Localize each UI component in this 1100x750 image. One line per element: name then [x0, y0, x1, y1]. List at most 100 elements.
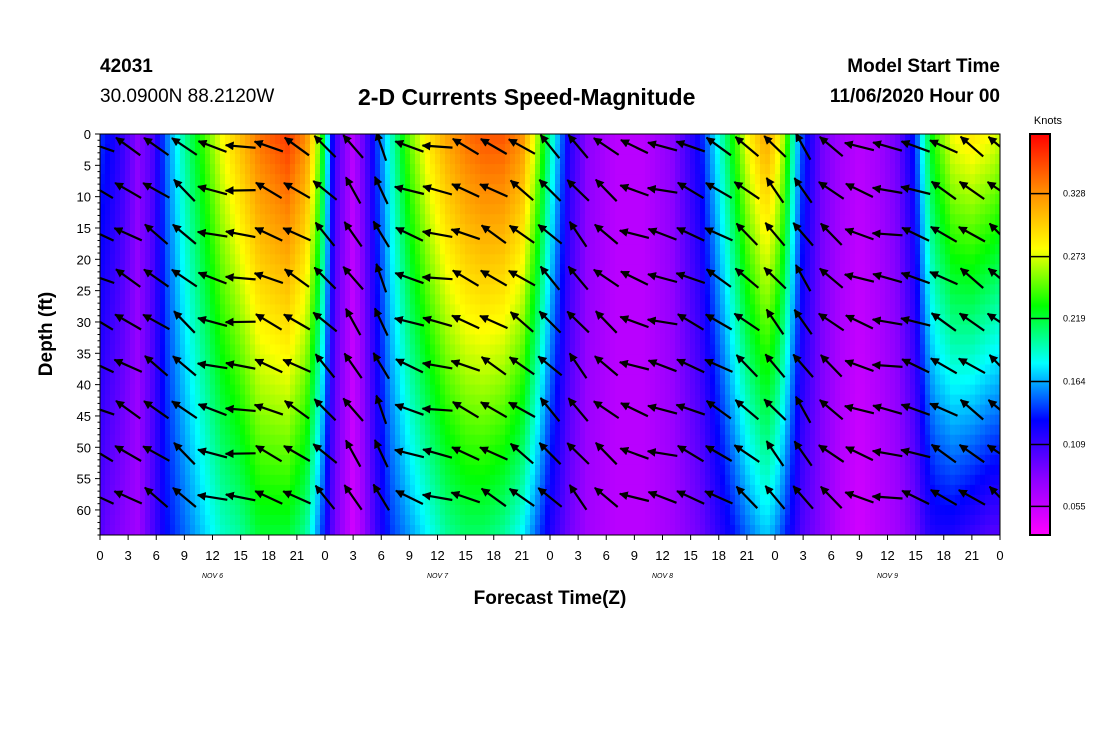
heatmap-cell — [310, 194, 316, 205]
heatmap-cell — [710, 144, 716, 155]
heatmap-cell — [480, 324, 486, 336]
heatmap-cell — [235, 314, 241, 326]
heatmap-cell — [340, 324, 346, 336]
heatmap-cell — [210, 164, 216, 175]
heatmap-cell — [520, 314, 526, 326]
heatmap-cell — [100, 354, 106, 366]
heatmap-cell — [305, 164, 311, 175]
heatmap-cell — [415, 224, 421, 235]
heatmap-cell — [535, 234, 541, 245]
heatmap-cell — [495, 134, 501, 145]
heatmap-cell — [400, 164, 406, 175]
heatmap-cell — [495, 414, 501, 426]
heatmap-cell — [475, 274, 481, 286]
heatmap-cell — [510, 454, 516, 466]
heatmap-cell — [220, 414, 226, 426]
heatmap-cell — [365, 514, 371, 526]
heatmap-cell — [175, 234, 181, 245]
heatmap-cell — [575, 514, 581, 526]
heatmap-cell — [105, 334, 111, 346]
heatmap-cell — [445, 374, 451, 386]
heatmap-cell — [715, 304, 721, 316]
heatmap-cell — [275, 194, 281, 205]
heatmap-cell — [500, 404, 506, 416]
heatmap-cell — [510, 294, 516, 306]
heatmap-cell — [245, 254, 251, 266]
heatmap-cell — [500, 184, 506, 195]
heatmap-cell — [660, 354, 666, 366]
heatmap-cell — [200, 184, 206, 195]
heatmap-cell — [235, 524, 241, 535]
heatmap-cell — [590, 324, 596, 336]
heatmap-cell — [375, 144, 381, 155]
heatmap-cell — [425, 204, 431, 215]
heatmap-cell — [715, 244, 721, 255]
heatmap-cell — [325, 454, 331, 466]
heatmap-cell — [660, 234, 666, 245]
heatmap-cell — [365, 474, 371, 486]
heatmap-cell — [135, 494, 141, 506]
heatmap-cell — [480, 294, 486, 306]
heatmap-cell — [295, 224, 301, 235]
heatmap-cell — [550, 254, 556, 266]
heatmap-cell — [445, 284, 451, 296]
heatmap-cell — [245, 234, 251, 245]
heatmap-cell — [590, 414, 596, 426]
heatmap-cell — [675, 414, 681, 426]
heatmap-cell — [165, 264, 171, 276]
heatmap-cell — [325, 214, 331, 225]
heatmap-cell — [220, 364, 226, 376]
heatmap-cell — [625, 244, 631, 255]
heatmap-cell — [720, 434, 726, 446]
heatmap-cell — [250, 524, 256, 535]
heatmap-cell — [640, 394, 646, 406]
heatmap-cell — [610, 404, 616, 416]
heatmap-cell — [175, 394, 181, 406]
heatmap-cell — [430, 334, 436, 346]
heatmap-cell — [340, 414, 346, 426]
heatmap-cell — [295, 364, 301, 376]
heatmap-cell — [200, 204, 206, 215]
heatmap-cell — [645, 414, 651, 426]
heatmap-cell — [575, 164, 581, 175]
heatmap-cell — [315, 254, 321, 266]
heatmap-cell — [310, 464, 316, 476]
heatmap-cell — [315, 414, 321, 426]
heatmap-cell — [685, 304, 691, 316]
heatmap-cell — [505, 384, 511, 396]
heatmap-cell — [540, 514, 546, 526]
heatmap-cell — [290, 364, 296, 376]
heatmap-cell — [690, 414, 696, 426]
heatmap-cell — [460, 444, 466, 456]
heatmap-cell — [260, 324, 266, 336]
heatmap-cell — [465, 134, 471, 145]
heatmap-cell — [250, 174, 256, 185]
heatmap-cell — [230, 464, 236, 476]
heatmap-cell — [550, 314, 556, 326]
heatmap-cell — [425, 434, 431, 446]
heatmap-cell — [105, 324, 111, 336]
heatmap-cell — [385, 324, 391, 336]
heatmap-cell — [395, 174, 401, 185]
heatmap-cell — [110, 384, 116, 396]
heatmap-cell — [415, 424, 421, 436]
heatmap-cell — [295, 154, 301, 165]
heatmap-cell — [160, 244, 166, 255]
heatmap-cell — [505, 154, 511, 165]
heatmap-cell — [170, 154, 176, 165]
heatmap-cell — [310, 224, 316, 235]
heatmap-cell — [555, 164, 561, 175]
heatmap-cell — [270, 444, 276, 456]
heatmap-cell — [435, 324, 441, 336]
heatmap-cell — [250, 284, 256, 296]
heatmap-cell — [390, 504, 396, 516]
heatmap-cell — [170, 194, 176, 205]
heatmap-cell — [245, 464, 251, 476]
heatmap-cell — [550, 334, 556, 346]
heatmap-cell — [320, 214, 326, 225]
heatmap-cell — [275, 244, 281, 255]
heatmap-cell — [720, 304, 726, 316]
heatmap-cell — [455, 194, 461, 205]
heatmap-cell — [550, 324, 556, 336]
heatmap-cell — [190, 264, 196, 276]
